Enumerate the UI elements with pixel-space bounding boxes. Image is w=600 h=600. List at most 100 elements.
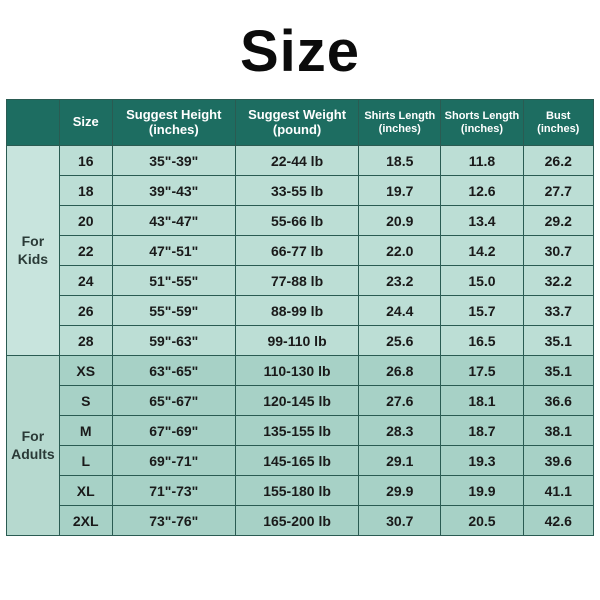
data-cell: 155-180 lb: [235, 476, 358, 506]
table-row: M67"-69"135-155 lb28.318.738.1: [7, 416, 594, 446]
data-cell: 22.0: [359, 236, 441, 266]
data-cell: 15.7: [441, 296, 523, 326]
table-row: 2XL73"-76"165-200 lb30.720.542.6: [7, 506, 594, 536]
data-cell: 55-66 lb: [235, 206, 358, 236]
data-cell: 51"-55": [112, 266, 235, 296]
header-cell: Shirts Length(inches): [359, 100, 441, 146]
data-cell: 88-99 lb: [235, 296, 358, 326]
data-cell: 16: [59, 146, 112, 176]
data-cell: 32.2: [523, 266, 593, 296]
data-cell: 165-200 lb: [235, 506, 358, 536]
data-cell: 39.6: [523, 446, 593, 476]
table-row: 1839"-43"33-55 lb19.712.627.7: [7, 176, 594, 206]
data-cell: 145-165 lb: [235, 446, 358, 476]
data-cell: 13.4: [441, 206, 523, 236]
data-cell: 38.1: [523, 416, 593, 446]
data-cell: 26.8: [359, 356, 441, 386]
data-cell: 24.4: [359, 296, 441, 326]
data-cell: 20.9: [359, 206, 441, 236]
header-cell: Suggest Height(inches): [112, 100, 235, 146]
data-cell: 27.6: [359, 386, 441, 416]
data-cell: 67"-69": [112, 416, 235, 446]
size-table: SizeSuggest Height(inches)Suggest Weight…: [6, 99, 594, 536]
data-cell: 47"-51": [112, 236, 235, 266]
data-cell: 36.6: [523, 386, 593, 416]
data-cell: 30.7: [523, 236, 593, 266]
data-cell: 27.7: [523, 176, 593, 206]
data-cell: 18.5: [359, 146, 441, 176]
data-cell: 71"-73": [112, 476, 235, 506]
data-cell: 59"-63": [112, 326, 235, 356]
data-cell: 19.3: [441, 446, 523, 476]
data-cell: 28: [59, 326, 112, 356]
data-cell: 18: [59, 176, 112, 206]
table-row: 2247"-51"66-77 lb22.014.230.7: [7, 236, 594, 266]
data-cell: 2XL: [59, 506, 112, 536]
table-row: S65"-67"120-145 lb27.618.136.6: [7, 386, 594, 416]
data-cell: 22: [59, 236, 112, 266]
data-cell: 20: [59, 206, 112, 236]
data-cell: 65"-67": [112, 386, 235, 416]
header-cell: Suggest Weight(pound): [235, 100, 358, 146]
table-wrapper: SizeSuggest Height(inches)Suggest Weight…: [0, 99, 600, 600]
data-cell: 120-145 lb: [235, 386, 358, 416]
data-cell: 77-88 lb: [235, 266, 358, 296]
data-cell: 42.6: [523, 506, 593, 536]
header-cell: Shorts Length(inches): [441, 100, 523, 146]
group-label: ForKids: [7, 146, 60, 356]
data-cell: 18.7: [441, 416, 523, 446]
data-cell: XL: [59, 476, 112, 506]
data-cell: 99-110 lb: [235, 326, 358, 356]
data-cell: 19.7: [359, 176, 441, 206]
data-cell: 33-55 lb: [235, 176, 358, 206]
table-row: L69"-71"145-165 lb29.119.339.6: [7, 446, 594, 476]
group-label: ForAdults: [7, 356, 60, 536]
data-cell: 35"-39": [112, 146, 235, 176]
data-cell: 35.1: [523, 356, 593, 386]
data-cell: 19.9: [441, 476, 523, 506]
data-cell: 26: [59, 296, 112, 326]
table-head: SizeSuggest Height(inches)Suggest Weight…: [7, 100, 594, 146]
data-cell: M: [59, 416, 112, 446]
data-cell: 28.3: [359, 416, 441, 446]
data-cell: 24: [59, 266, 112, 296]
table-row: 2043"-47"55-66 lb20.913.429.2: [7, 206, 594, 236]
data-cell: 29.2: [523, 206, 593, 236]
data-cell: 17.5: [441, 356, 523, 386]
header-cell: Size: [59, 100, 112, 146]
data-cell: 110-130 lb: [235, 356, 358, 386]
table-row: XL71"-73"155-180 lb29.919.941.1: [7, 476, 594, 506]
data-cell: 18.1: [441, 386, 523, 416]
data-cell: S: [59, 386, 112, 416]
data-cell: 73"-76": [112, 506, 235, 536]
data-cell: 66-77 lb: [235, 236, 358, 266]
data-cell: 25.6: [359, 326, 441, 356]
data-cell: 41.1: [523, 476, 593, 506]
data-cell: XS: [59, 356, 112, 386]
data-cell: 16.5: [441, 326, 523, 356]
data-cell: 22-44 lb: [235, 146, 358, 176]
data-cell: 135-155 lb: [235, 416, 358, 446]
data-cell: 39"-43": [112, 176, 235, 206]
data-cell: 29.1: [359, 446, 441, 476]
data-cell: 23.2: [359, 266, 441, 296]
data-cell: 11.8: [441, 146, 523, 176]
data-cell: 14.2: [441, 236, 523, 266]
table-row: 2655"-59"88-99 lb24.415.733.7: [7, 296, 594, 326]
data-cell: 30.7: [359, 506, 441, 536]
data-cell: 29.9: [359, 476, 441, 506]
table-row: 2859"-63"99-110 lb25.616.535.1: [7, 326, 594, 356]
data-cell: 35.1: [523, 326, 593, 356]
data-cell: 20.5: [441, 506, 523, 536]
table-row: ForKids1635"-39"22-44 lb18.511.826.2: [7, 146, 594, 176]
data-cell: 33.7: [523, 296, 593, 326]
header-cell: Bust(inches): [523, 100, 593, 146]
table-row: ForAdultsXS63"-65"110-130 lb26.817.535.1: [7, 356, 594, 386]
data-cell: 12.6: [441, 176, 523, 206]
data-cell: 63"-65": [112, 356, 235, 386]
data-cell: 26.2: [523, 146, 593, 176]
data-cell: 55"-59": [112, 296, 235, 326]
size-chart-container: Size SizeSuggest Height(inches)Suggest W…: [0, 0, 600, 600]
data-cell: 69"-71": [112, 446, 235, 476]
header-row: SizeSuggest Height(inches)Suggest Weight…: [7, 100, 594, 146]
